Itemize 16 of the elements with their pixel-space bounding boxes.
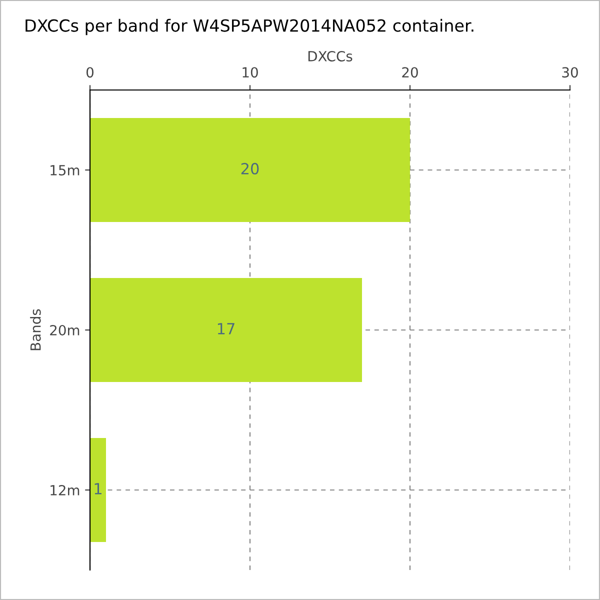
y-tick-label: 20m [50, 324, 80, 336]
bar [90, 278, 362, 382]
x-tick-label: 10 [242, 67, 258, 78]
x-tick-label: 0 [86, 67, 94, 78]
y-axis-title: Bands [30, 309, 41, 350]
bar [90, 118, 410, 222]
data-label: 20 [241, 162, 259, 174]
y-tick-label: 12m [50, 484, 80, 496]
data-label: 17 [218, 323, 234, 334]
y-tick-label: 15m [50, 165, 80, 176]
data-label: 1 [94, 483, 102, 494]
x-axis-title: DXCCs [308, 50, 352, 62]
chart-title: DXCCs per band for W4SP5APW2014NA052 container. [26, 18, 474, 36]
x-tick-label: 30 [562, 67, 578, 78]
x-tick-label: 20 [402, 67, 418, 78]
bar [90, 438, 106, 542]
